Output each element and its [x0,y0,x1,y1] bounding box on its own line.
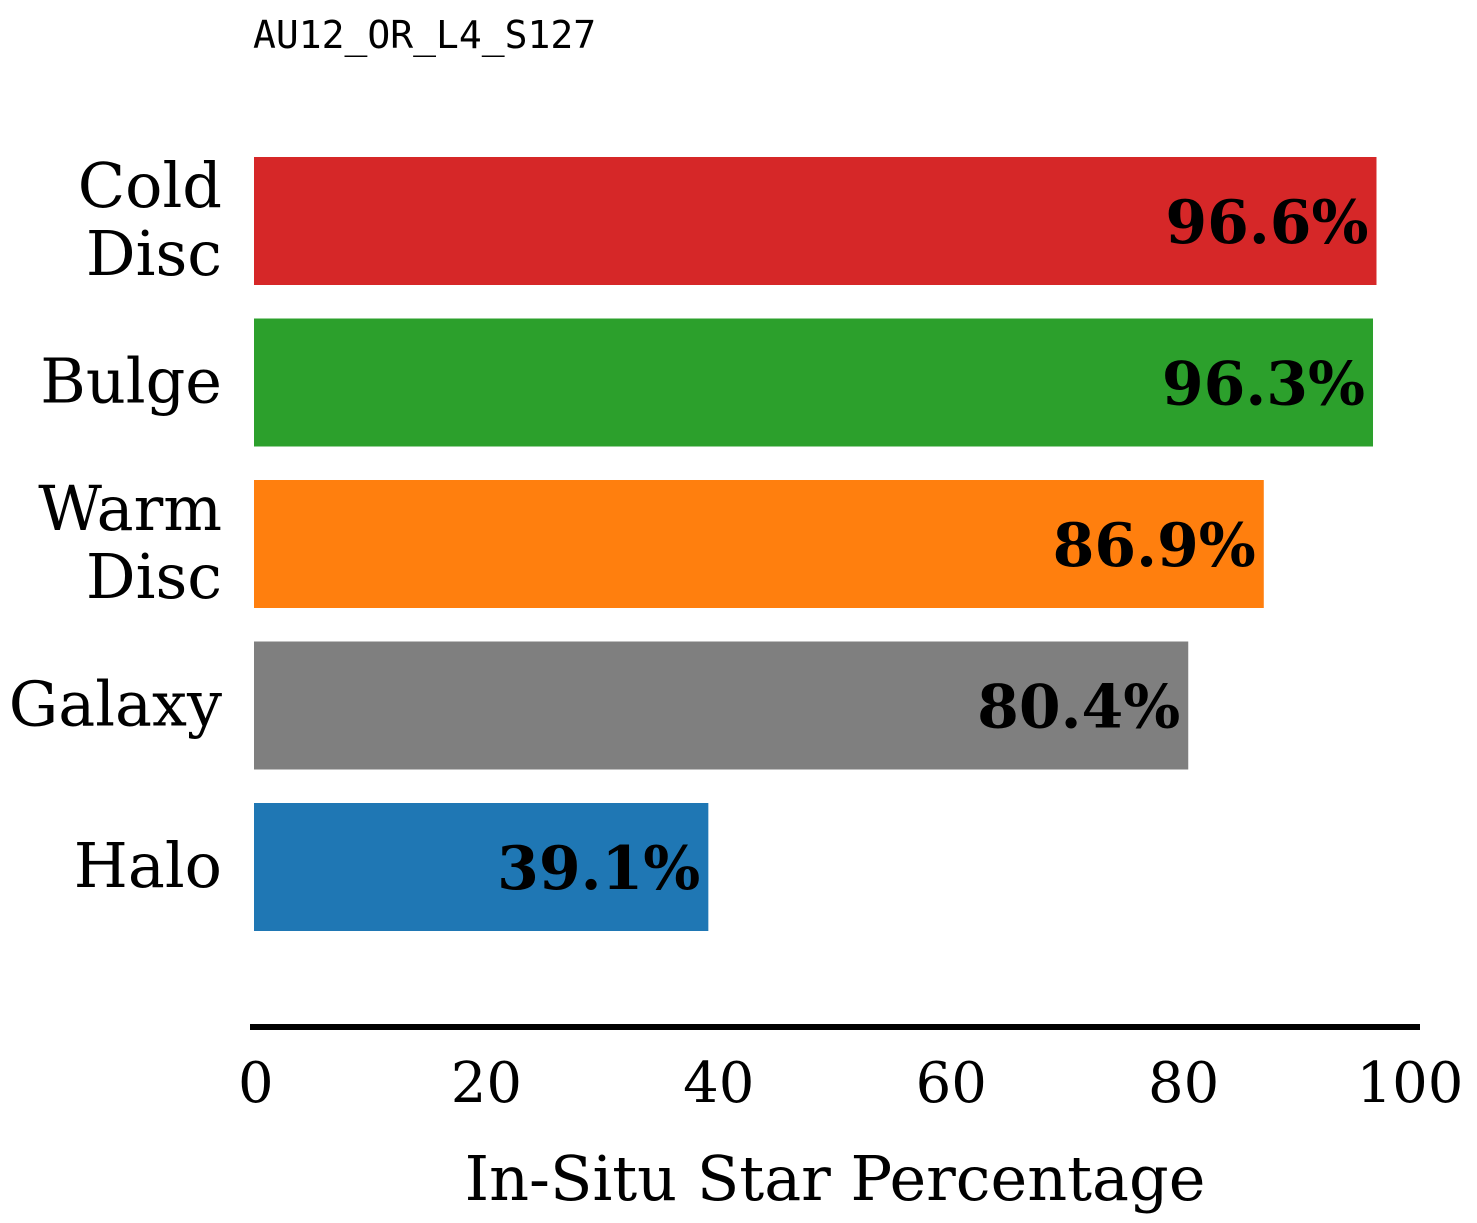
bars-group [254,157,1377,931]
category-label: Bulge [40,345,222,418]
bar-bulge [254,318,1374,447]
category-label-line: Warm [38,472,222,545]
chart-title: AU12_OR_L4_S127 [253,13,596,58]
x-tick-label: 80 [1148,1051,1219,1116]
bar-galaxy [254,641,1189,770]
x-tick-label: 60 [916,1051,987,1116]
category-label-line: Galaxy [9,668,222,741]
x-axis-label: In-Situ Star Percentage [465,1142,1206,1215]
x-tick-label: 0 [238,1051,274,1116]
category-label: Galaxy [9,668,222,741]
category-label-line: Halo [74,829,222,902]
value-label: 96.3% [1162,350,1365,420]
value-labels: 96.6% 96.3% 86.9% 80.4% 39.1% [497,188,1368,904]
bar-cold-disc [254,157,1377,285]
value-label: 39.1% [497,834,700,904]
category-label: Warm Disc [38,472,222,613]
category-label-line: Bulge [40,345,222,418]
x-tick-label: 100 [1357,1051,1464,1116]
category-label-line: Disc [86,217,222,290]
category-label-line: Disc [86,540,222,613]
x-tick-label: 40 [683,1051,754,1116]
x-tick-label: 20 [451,1051,522,1116]
bar-halo [254,803,709,931]
value-label: 80.4% [977,673,1180,743]
category-label: Cold Disc [78,149,222,290]
value-label: 86.9% [1053,511,1256,581]
value-label: 96.6% [1165,188,1368,258]
bar-warm-disc [254,480,1264,608]
x-tick-labels: 0 20 40 60 80 100 [238,1051,1463,1116]
category-label: Halo [74,829,222,902]
category-label-line: Cold [78,149,222,222]
